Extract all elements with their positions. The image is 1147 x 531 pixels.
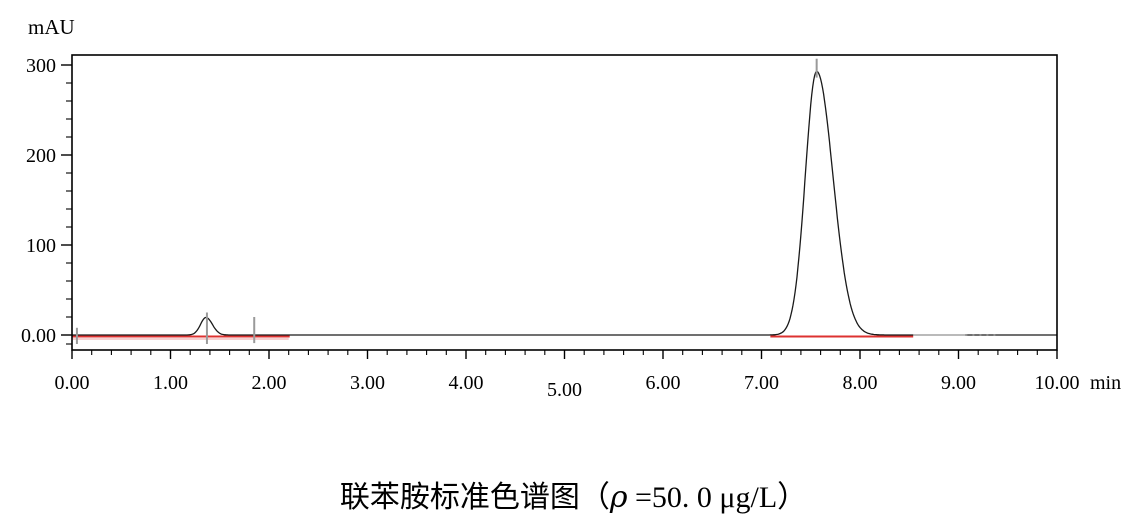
x-tick-label: 1.00 — [153, 372, 188, 394]
y-tick-label: 100 — [26, 235, 56, 257]
x-tick-label: 3.00 — [350, 372, 385, 394]
integration-marker-layer — [75, 58, 818, 344]
figure-caption: 联苯胺标准色谱图（ρ =50. 0 μg/L） — [0, 472, 1147, 516]
y-axis-unit-label: mAU — [28, 15, 75, 39]
x-tick-label: 0.00 — [55, 372, 90, 394]
signal-trace-layer — [72, 70, 1057, 336]
x-tick-label: 8.00 — [843, 372, 878, 394]
x-tick-label: 4.00 — [449, 372, 484, 394]
caption-rho-symbol: ρ — [609, 480, 628, 515]
axis-tick-layer — [61, 64, 1058, 359]
plot-frame — [71, 54, 1058, 351]
x-tick-label: 6.00 — [646, 372, 681, 394]
x-tick-label: 5.00 — [547, 379, 582, 401]
caption-suffix: =50. 0 μg/L） — [627, 481, 808, 514]
x-tick-label: 7.00 — [744, 372, 779, 394]
chromatogram-plot: mAU 0.00 100 200 300 0.00 1.00 2.00 3.00 4.00 5.0… — [21, 15, 1121, 401]
chromatogram-signal-trace — [72, 70, 1057, 336]
x-axis-unit-label: min — [1090, 372, 1121, 394]
axis-label-layer: 0.00 100 200 300 0.00 1.00 2.00 3.00 4.00 5.00 6.0… — [21, 55, 1080, 401]
integration-baseline-layer — [72, 335, 914, 340]
x-tick-label: 2.00 — [252, 372, 287, 394]
caption-prefix: 联苯胺标准色谱图（ — [339, 481, 610, 514]
y-tick-label: 0.00 — [21, 325, 56, 347]
x-tick-label: 9.00 — [941, 372, 976, 394]
y-tick-label: 200 — [26, 145, 56, 167]
x-tick-label: 10.00 — [1035, 372, 1080, 394]
y-tick-label: 300 — [26, 55, 56, 77]
